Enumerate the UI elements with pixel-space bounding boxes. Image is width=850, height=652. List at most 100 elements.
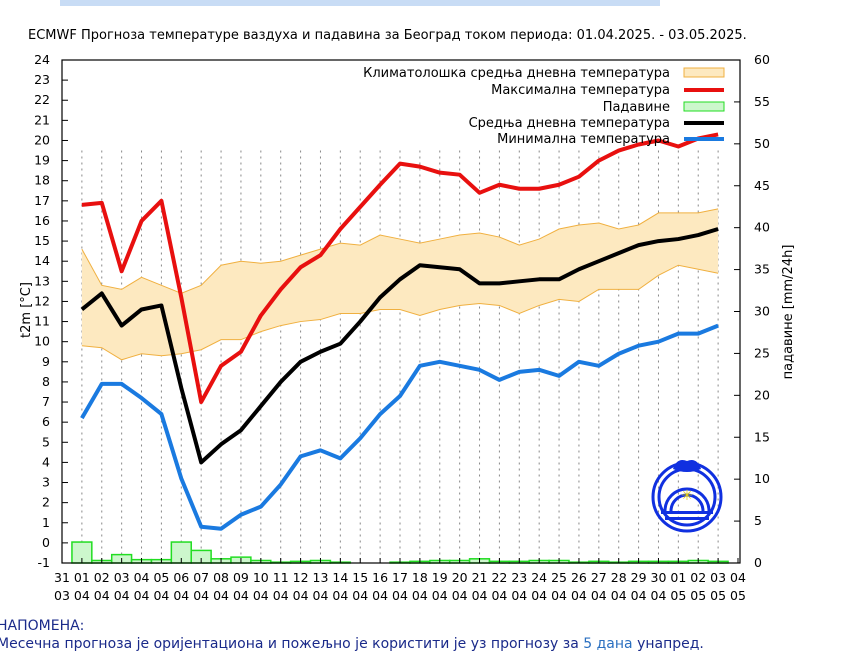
y-tick-label: 20 [34,132,50,147]
five-day-forecast-link[interactable]: 5 дана [583,636,633,652]
y2-tick-label: 25 [754,345,770,360]
x-tick-month: 04 [412,588,428,603]
x-tick-month: 03 [54,588,70,603]
y-tick-label: 14 [34,253,50,268]
y2-tick-label: 55 [754,94,770,109]
x-tick-day: 06 [173,570,189,585]
mean-temperature-line [80,227,719,465]
x-tick-month: 04 [114,588,130,603]
x-tick-day: 28 [611,570,627,585]
x-tick-day: 31 [54,570,70,585]
y-tick-label: 2 [42,495,50,510]
x-tick-month: 04 [193,588,209,603]
x-tick-month: 04 [571,588,587,603]
legend-clim-swatch [683,67,725,78]
y-tick-label: 23 [34,72,50,87]
legend-clim: Климатолошка средња дневна температура [363,66,670,81]
x-tick-month: 04 [253,588,269,603]
x-tick-month: 04 [611,588,627,603]
y-tick-label: 10 [34,334,50,349]
series-lines [80,132,719,531]
y-tick-label: 16 [34,213,50,228]
x-tick-month: 04 [94,588,110,603]
x-tick-day: 02 [94,570,110,585]
note-heading: НАПОМЕНА: [0,618,85,634]
clim-lower-edge [81,264,719,361]
x-tick-day: 16 [372,570,388,585]
x-tick-day: 02 [690,570,706,585]
x-tick-day: 08 [213,570,229,585]
x-tick-day: 10 [253,570,269,585]
x-tick-month: 04 [213,588,229,603]
y-tick-label: 21 [34,112,50,127]
y-tick-label: 18 [34,173,50,188]
y-tick-label: 11 [34,314,50,329]
svg-text:✳: ✳ [681,488,693,504]
x-tick-month: 05 [690,588,706,603]
x-tick-day: 17 [392,570,408,585]
x-tick-month: 04 [134,588,150,603]
x-tick-month: 04 [372,588,388,603]
x-tick-month: 04 [491,588,507,603]
x-tick-month: 04 [332,588,348,603]
legend-mean: Средња дневна температура [469,116,670,131]
note-text: Месечна прогноза је оријентациона и поже… [0,636,704,652]
y2-tick-label: 35 [754,262,770,277]
x-tick-month: 04 [551,588,567,603]
clim-band-area [81,208,719,360]
y-tick-label: 12 [34,293,50,308]
y2-tick-label: 50 [754,136,770,151]
y2-axis-label: падавине [mm/24h] [781,245,796,380]
y2-tick-label: 15 [754,429,770,444]
legend-min: Минимална температура [497,132,670,147]
x-tick-day: 01 [74,570,90,585]
y-tick-label: 9 [42,354,50,369]
y2-tick-label: 0 [754,555,762,570]
y-tick-label: 19 [34,153,50,168]
x-tick-month: 04 [531,588,547,603]
y-tick-label: 1 [42,515,50,530]
x-tick-day: 03 [114,570,130,585]
x-tick-month: 04 [293,588,309,603]
cut-off-header-link [60,0,660,6]
y-tick-label: 13 [34,273,50,288]
y-tick-label: 4 [42,454,50,469]
y-tick-label: 6 [42,414,50,429]
legend-max: Максимална температура [491,83,670,98]
x-tick-day: 18 [412,570,428,585]
grid [81,150,719,563]
x-tick-month: 04 [233,588,249,603]
y-tick-label: 0 [42,535,50,550]
y-tick-label: 22 [34,92,50,107]
x-tick-month: 04 [472,588,488,603]
x-tick-month: 04 [74,588,90,603]
x-tick-day: 11 [273,570,289,585]
x-tick-day: 22 [491,570,507,585]
y-tick-label: 15 [34,233,50,248]
x-tick-day: 12 [293,570,309,585]
max-temperature-line [81,132,719,405]
x-tick-month: 04 [432,588,448,603]
x-tick-month: 04 [511,588,527,603]
y-tick-label: 5 [42,434,50,449]
y2-tick-label: 20 [754,387,770,402]
y2-tick-label: 40 [754,220,770,235]
x-tick-day: 26 [571,570,587,585]
x-tick-month: 04 [173,588,189,603]
y-tick-label: 17 [34,193,50,208]
rhmz-logo: ✳ [651,460,723,533]
x-tick-day: 04 [134,570,150,585]
legend-precip: Падавине [603,100,670,115]
x-tick-month: 04 [352,588,368,603]
x-tick-day: 30 [651,570,667,585]
y-tick-label: 24 [34,52,50,67]
y-axis-label: t2m [°C] [19,282,34,338]
y-tick-label: 7 [42,394,50,409]
clim-upper-edge [81,208,719,294]
x-tick-day: 23 [511,570,527,585]
x-tick-day: 05 [153,570,169,585]
x-tick-day: 27 [591,570,607,585]
min-temperature-line [80,323,719,531]
x-tick-day: 20 [452,570,468,585]
x-tick-day: 04 [730,570,746,585]
